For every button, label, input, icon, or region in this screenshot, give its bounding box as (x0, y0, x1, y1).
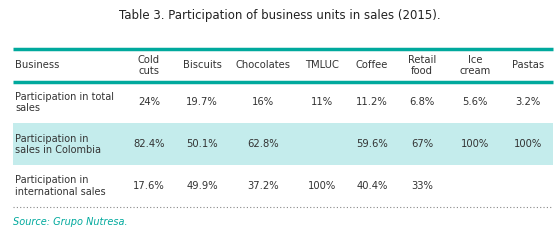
Text: 100%: 100% (307, 181, 336, 191)
Text: Participation in total
sales: Participation in total sales (15, 92, 114, 113)
Text: Chocolates: Chocolates (236, 60, 291, 70)
Text: 37.2%: 37.2% (248, 181, 279, 191)
Text: Pastas: Pastas (512, 60, 544, 70)
Text: 19.7%: 19.7% (186, 98, 218, 107)
Text: 100%: 100% (514, 139, 542, 149)
Text: 50.1%: 50.1% (186, 139, 218, 149)
Text: Biscuits: Biscuits (183, 60, 221, 70)
Text: 6.8%: 6.8% (409, 98, 435, 107)
Text: 59.6%: 59.6% (356, 139, 388, 149)
Text: 24%: 24% (138, 98, 160, 107)
Text: Ice
cream: Ice cream (459, 55, 491, 76)
Text: TMLUC: TMLUC (305, 60, 339, 70)
Text: 33%: 33% (411, 181, 433, 191)
Text: 49.9%: 49.9% (186, 181, 218, 191)
Text: 67%: 67% (411, 139, 433, 149)
Text: 62.8%: 62.8% (248, 139, 279, 149)
Text: 3.2%: 3.2% (515, 98, 540, 107)
Text: Cold
cuts: Cold cuts (138, 55, 160, 76)
Text: Table 3. Participation of business units in sales (2015).: Table 3. Participation of business units… (119, 8, 441, 22)
Text: 82.4%: 82.4% (133, 139, 165, 149)
Text: 100%: 100% (461, 139, 489, 149)
Text: 11%: 11% (311, 98, 333, 107)
FancyBboxPatch shape (12, 165, 553, 207)
Text: 11.2%: 11.2% (356, 98, 388, 107)
Text: Retail
food: Retail food (408, 55, 436, 76)
Text: Coffee: Coffee (356, 60, 388, 70)
Text: 17.6%: 17.6% (133, 181, 165, 191)
Text: 16%: 16% (252, 98, 274, 107)
Text: Business: Business (15, 60, 60, 70)
Text: 5.6%: 5.6% (463, 98, 488, 107)
Text: Source: Grupo Nutresa.: Source: Grupo Nutresa. (12, 217, 127, 227)
FancyBboxPatch shape (12, 123, 553, 165)
FancyBboxPatch shape (12, 82, 553, 123)
Text: Participation in
international sales: Participation in international sales (15, 175, 106, 197)
Text: Participation in
sales in Colombia: Participation in sales in Colombia (15, 134, 101, 155)
Text: 40.4%: 40.4% (356, 181, 388, 191)
